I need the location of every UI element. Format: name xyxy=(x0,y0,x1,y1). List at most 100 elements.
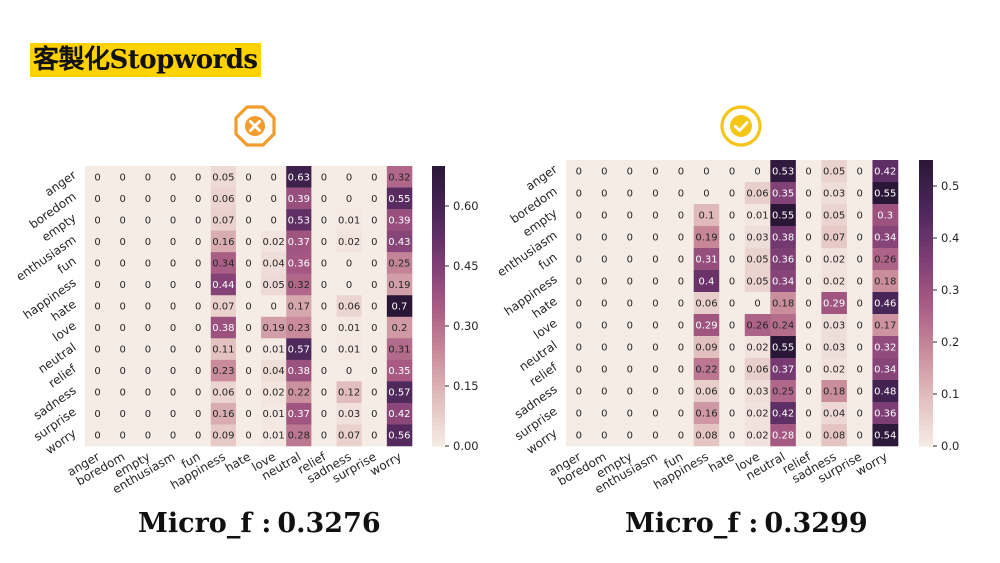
colorbar-segment xyxy=(432,290,445,295)
colorbar-segment xyxy=(919,405,933,410)
heatmap-cell xyxy=(846,204,873,227)
heatmap-cell xyxy=(210,316,237,339)
cell-value-label: 0 xyxy=(805,409,811,420)
cell-value-label: 0.03 xyxy=(823,189,845,200)
colorbar-segment xyxy=(919,368,933,374)
cell-value-label: 0.16 xyxy=(695,409,717,420)
heatmap-cell xyxy=(386,402,413,425)
colorbar-segment xyxy=(919,164,933,169)
heatmap-cell xyxy=(846,270,873,293)
colorbar-segment xyxy=(919,253,933,259)
cell-value-label: 0.04 xyxy=(823,409,845,420)
heatmap-cell xyxy=(795,424,822,447)
cell-value-label: 0 xyxy=(94,409,100,420)
colorbar-segment xyxy=(432,342,445,347)
colorbar-segment xyxy=(432,302,445,307)
cell-value-label: 0 xyxy=(195,431,201,442)
cell-value-label: 0 xyxy=(627,167,633,178)
cell-value-label: 0 xyxy=(729,343,735,354)
colorbar-segment xyxy=(919,180,933,186)
heatmap-cell xyxy=(821,248,848,271)
heatmap-cell xyxy=(361,402,388,425)
heatmap-cell xyxy=(642,336,669,359)
cell-value-label: 0 xyxy=(729,189,735,200)
cell-value-label: 0 xyxy=(754,299,760,310)
cell-value-label: 0.32 xyxy=(388,172,410,183)
cell-value-label: 0 xyxy=(857,299,863,310)
cell-value-label: 0 xyxy=(627,211,633,222)
cell-value-label: 0 xyxy=(576,431,582,442)
cell-value-label: 0.2 xyxy=(391,323,407,334)
heatmap-cell xyxy=(642,160,669,183)
heatmap-cell xyxy=(846,226,873,249)
cell-value-label: 0.06 xyxy=(695,299,717,310)
heatmap-cell xyxy=(361,424,388,447)
cell-value-label: 0.31 xyxy=(388,345,410,356)
colorbar-segment xyxy=(432,430,445,435)
heatmap-cell xyxy=(361,166,388,188)
cell-value-label: 0 xyxy=(576,343,582,354)
heatmap-cell xyxy=(693,424,720,447)
cell-value-label: 0 xyxy=(321,215,327,226)
cell-value-label: 0 xyxy=(145,431,151,442)
cell-value-label: 0 xyxy=(601,409,607,420)
cell-value-label: 0.04 xyxy=(263,366,285,377)
cell-value-label: 0 xyxy=(576,409,582,420)
colorbar-segment xyxy=(919,221,933,226)
heatmap-cell xyxy=(160,402,186,425)
heatmap-cell xyxy=(668,248,694,271)
colorbar-segment xyxy=(919,339,933,345)
heatmap-cell xyxy=(668,380,694,403)
cell-value-label: 0 xyxy=(245,237,251,248)
heatmap-cell xyxy=(311,273,337,296)
heatmap-cell xyxy=(821,270,848,293)
cell-value-label: 0 xyxy=(120,431,126,442)
cell-value-label: 0 xyxy=(857,255,863,266)
heatmap-cell xyxy=(311,166,337,188)
cell-value-label: 0 xyxy=(145,280,151,291)
cell-value-label: 0 xyxy=(170,172,176,183)
heatmap-cell xyxy=(591,182,618,205)
cell-value-label: 0 xyxy=(729,167,735,178)
heatmap-cell xyxy=(261,295,287,318)
colorbar-segment xyxy=(432,254,445,259)
heatmap-cell xyxy=(110,359,136,382)
colorbar-segment xyxy=(432,346,445,351)
cell-value-label: 0 xyxy=(678,255,684,266)
cell-value-label: 0 xyxy=(94,388,100,399)
page-title: 客製化Stopwords xyxy=(30,43,261,77)
heatmap-cell xyxy=(185,381,212,404)
cell-value-label: 0 xyxy=(120,194,126,205)
heatmap-cell xyxy=(744,248,771,271)
micro-f-label: Micro_f : xyxy=(138,508,272,539)
heatmap-cell xyxy=(210,381,237,404)
colorbar-segment xyxy=(919,266,933,271)
colorbar-segment xyxy=(432,418,445,423)
colorbar-segment xyxy=(432,354,445,359)
cell-value-label: 0 xyxy=(729,409,735,420)
colorbar-segment xyxy=(432,370,445,375)
heatmap-cell xyxy=(311,424,337,447)
heatmap-cell xyxy=(85,209,111,231)
colorbar-segment xyxy=(432,406,445,411)
heatmap-cell xyxy=(770,336,797,359)
cell-value-label: 0 xyxy=(371,388,377,399)
cell-value-label: 0 xyxy=(857,211,863,222)
cell-value-label: 0.36 xyxy=(874,409,896,420)
colorbar-segment xyxy=(432,198,445,203)
heatmap-cell xyxy=(235,402,262,425)
colorbar-segment xyxy=(919,388,933,394)
cell-value-label: 0 xyxy=(652,409,658,420)
cell-value-label: 0.05 xyxy=(746,255,768,266)
colorbar-segment xyxy=(919,343,933,349)
heatmap-cell xyxy=(872,270,899,293)
heatmap-cell xyxy=(795,292,822,315)
heatmap-cell xyxy=(617,182,643,205)
cell-value-label: 0 xyxy=(94,366,100,377)
heatmap-cell xyxy=(110,209,136,231)
heatmap-cell xyxy=(336,381,362,404)
heatmap-cell xyxy=(744,160,771,183)
cell-value-label: 0 xyxy=(678,321,684,332)
cell-value-label: 0.26 xyxy=(746,321,768,332)
heatmap-cell xyxy=(642,358,669,381)
